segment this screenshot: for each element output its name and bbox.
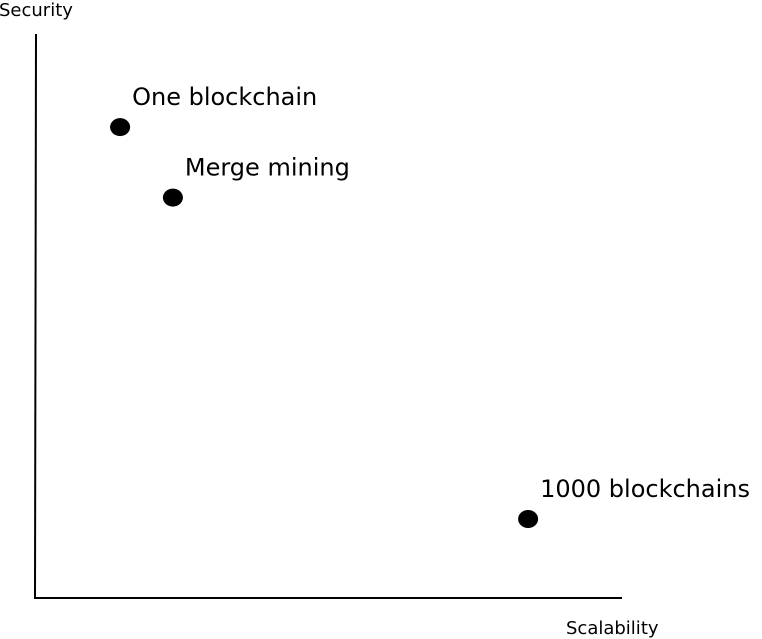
data-point-label: Merge mining (185, 154, 350, 182)
data-points: One blockchain Merge mining 1000 blockchai… (110, 83, 750, 528)
data-point-label: 1000 blockchains (540, 475, 750, 503)
data-point (162, 188, 183, 207)
data-point (110, 118, 131, 137)
y-axis-line (34, 33, 37, 599)
data-point-label: One blockchain (132, 83, 317, 111)
x-axis-title: Scalability (566, 618, 659, 639)
data-point (518, 510, 539, 528)
y-axis-title: Security (0, 0, 73, 21)
